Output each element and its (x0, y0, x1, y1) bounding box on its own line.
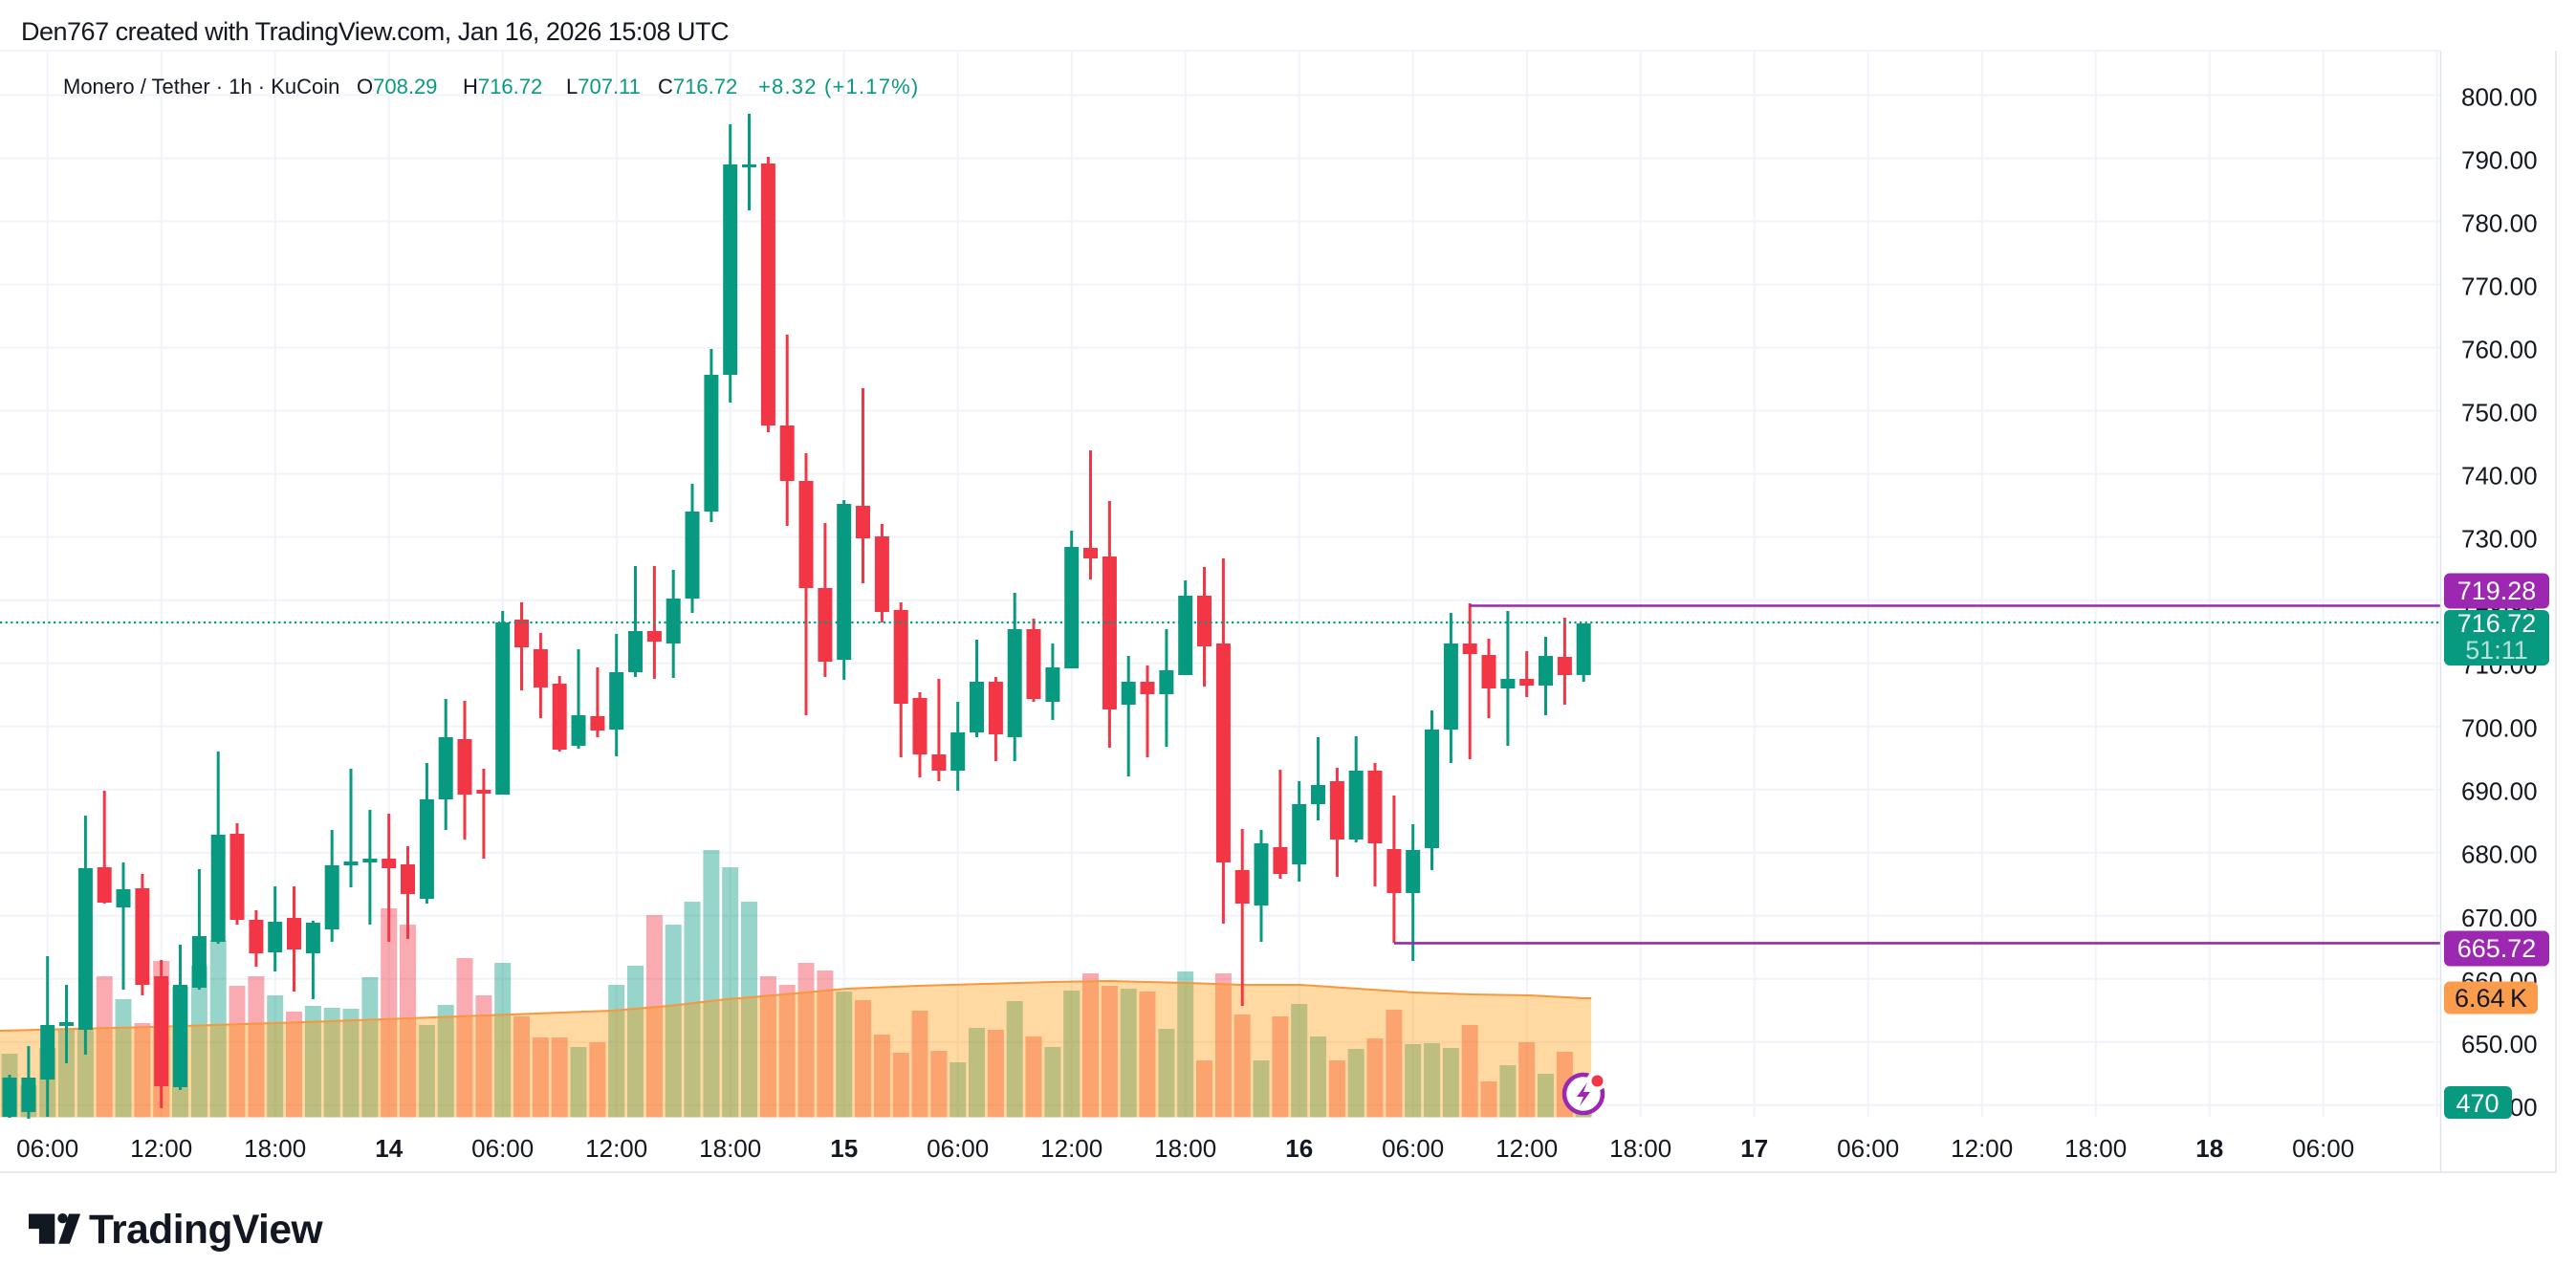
svg-text:650.00: 650.00 (2461, 1030, 2538, 1058)
svg-text:12:00: 12:00 (1951, 1134, 2013, 1163)
svg-text:12:00: 12:00 (585, 1134, 647, 1163)
svg-text:12:00: 12:00 (1495, 1134, 1558, 1163)
svg-text:18:00: 18:00 (244, 1134, 306, 1163)
svg-text:18:00: 18:00 (1154, 1134, 1216, 1163)
svg-text:14: 14 (375, 1134, 403, 1163)
svg-text:18:00: 18:00 (1609, 1134, 1671, 1163)
svg-text:TradingView: TradingView (89, 1208, 324, 1253)
svg-text:06:00: 06:00 (2292, 1134, 2354, 1163)
svg-text:06:00: 06:00 (927, 1134, 989, 1163)
svg-text:770.00: 770.00 (2461, 273, 2538, 301)
svg-text:790.00: 790.00 (2461, 146, 2538, 175)
svg-text:O708.29: O708.29 (357, 75, 437, 98)
svg-text:690.00: 690.00 (2461, 777, 2538, 806)
svg-text:760.00: 760.00 (2461, 336, 2538, 364)
svg-text:680.00: 680.00 (2461, 840, 2538, 869)
svg-text:750.00: 750.00 (2461, 399, 2538, 427)
svg-text:06:00: 06:00 (1837, 1134, 1899, 1163)
svg-text:6.64 K: 6.64 K (2455, 984, 2527, 1013)
svg-text:C716.72: C716.72 (658, 75, 737, 98)
svg-text:16: 16 (1285, 1134, 1313, 1163)
svg-text:18: 18 (2195, 1134, 2223, 1163)
svg-text:665.72: 665.72 (2457, 934, 2537, 963)
svg-text:716.72: 716.72 (2457, 609, 2537, 638)
svg-text:780.00: 780.00 (2461, 209, 2538, 238)
svg-text:470: 470 (2456, 1089, 2499, 1118)
svg-text:730.00: 730.00 (2461, 525, 2538, 554)
svg-text:18:00: 18:00 (699, 1134, 761, 1163)
svg-text:51:11: 51:11 (2465, 636, 2528, 665)
svg-text:06:00: 06:00 (16, 1134, 78, 1163)
svg-text:670.00: 670.00 (2461, 904, 2538, 932)
svg-text:740.00: 740.00 (2461, 462, 2538, 491)
svg-text:700.00: 700.00 (2461, 714, 2538, 743)
svg-text:12:00: 12:00 (130, 1134, 192, 1163)
svg-text:+8.32 (+1.17%): +8.32 (+1.17%) (758, 75, 919, 98)
svg-text:06:00: 06:00 (471, 1134, 534, 1163)
svg-text:17: 17 (1740, 1134, 1768, 1163)
svg-text:800.00: 800.00 (2461, 83, 2538, 112)
svg-text:L707.11: L707.11 (566, 75, 641, 98)
svg-text:06:00: 06:00 (1382, 1134, 1444, 1163)
svg-text:18:00: 18:00 (2064, 1134, 2127, 1163)
svg-text:719.28: 719.28 (2457, 577, 2537, 605)
svg-text:H716.72: H716.72 (463, 75, 542, 98)
svg-text:Monero / Tether · 1h · KuCoin: Monero / Tether · 1h · KuCoin (63, 75, 339, 98)
svg-text:15: 15 (830, 1134, 858, 1163)
svg-text:12:00: 12:00 (1040, 1134, 1102, 1163)
svg-text:Den767 created with TradingVie: Den767 created with TradingView.com, Jan… (21, 17, 729, 46)
